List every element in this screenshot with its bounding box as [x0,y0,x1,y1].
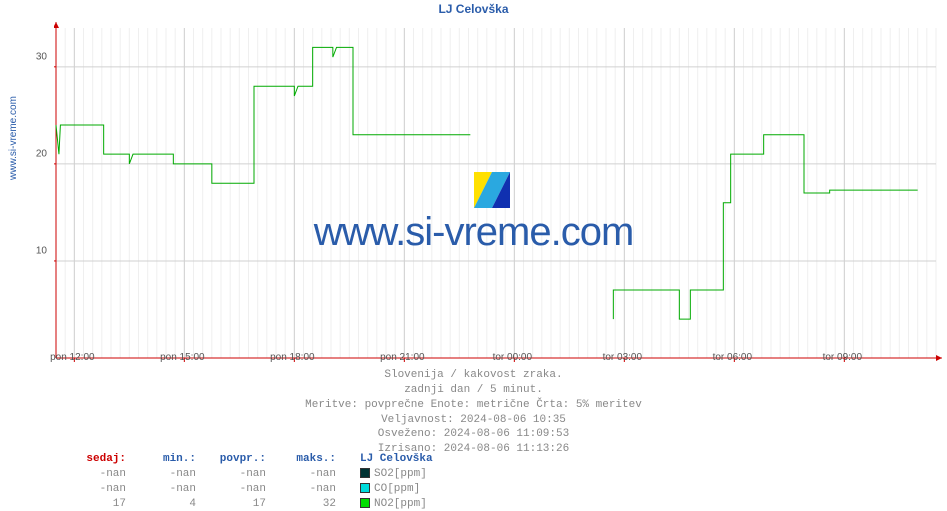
meta-line-5: Osveženo: 2024-08-06 11:09:53 [0,427,947,442]
meta-block: Slovenija / kakovost zraka. zadnji dan /… [0,368,947,457]
legend-swatch-icon [360,483,370,493]
legend-val-min: -nan [130,467,200,482]
legend-hdr-name: LJ Celovška [340,452,540,467]
legend-val-avg: -nan [200,482,270,497]
x-tick-label: pon 12:00 [50,352,95,363]
y-tick-label: 30 [36,51,47,62]
legend-hdr-max: maks.: [270,452,340,467]
y-tick-label: 20 [36,148,47,159]
watermark-text: www.si-vreme.com [0,210,947,255]
x-tick-label: pon 18:00 [270,352,315,363]
legend-val-max: -nan [270,482,340,497]
legend-swatch-icon [360,468,370,478]
chart-title: LJ Celovška [0,2,947,16]
watermark-icon [474,172,510,208]
legend-val-avg: -nan [200,467,270,482]
meta-line-2: zadnji dan / 5 minut. [0,383,947,398]
meta-line-1: Slovenija / kakovost zraka. [0,368,947,383]
legend-row: -nan-nan-nan-nanSO2[ppm] [50,467,540,482]
legend-val-max: 32 [270,497,340,511]
legend-row: -nan-nan-nan-nanCO[ppm] [50,482,540,497]
legend-val-min: 4 [130,497,200,511]
legend-val-sedaj: -nan [50,467,130,482]
legend-series-label: CO[ppm] [340,482,540,497]
legend-val-avg: 17 [200,497,270,511]
meta-line-4: Veljavnost: 2024-08-06 10:35 [0,413,947,428]
x-tick-label: tor 00:00 [493,352,532,363]
x-tick-label: tor 06:00 [713,352,752,363]
legend-val-sedaj: 17 [50,497,130,511]
legend-val-min: -nan [130,482,200,497]
legend-header-row: sedaj: min.: povpr.: maks.: LJ Celovška [50,452,540,467]
x-tick-label: pon 15:00 [160,352,205,363]
legend-table: sedaj: min.: povpr.: maks.: LJ Celovška … [50,452,540,511]
y-axis-link: www.si-vreme.com [8,96,19,180]
legend-series-label: SO2[ppm] [340,467,540,482]
legend-swatch-icon [360,498,370,508]
legend-series-label: NO2[ppm] [340,497,540,511]
x-tick-label: tor 03:00 [603,352,642,363]
x-tick-label: pon 21:00 [380,352,425,363]
legend-hdr-avg: povpr.: [200,452,270,467]
legend-val-max: -nan [270,467,340,482]
legend-row: 1741732NO2[ppm] [50,497,540,511]
legend-val-sedaj: -nan [50,482,130,497]
legend-hdr-sedaj: sedaj: [50,452,130,467]
meta-line-3: Meritve: povprečne Enote: metrične Črta:… [0,398,947,413]
x-tick-label: tor 09:00 [823,352,862,363]
legend-hdr-min: min.: [130,452,200,467]
